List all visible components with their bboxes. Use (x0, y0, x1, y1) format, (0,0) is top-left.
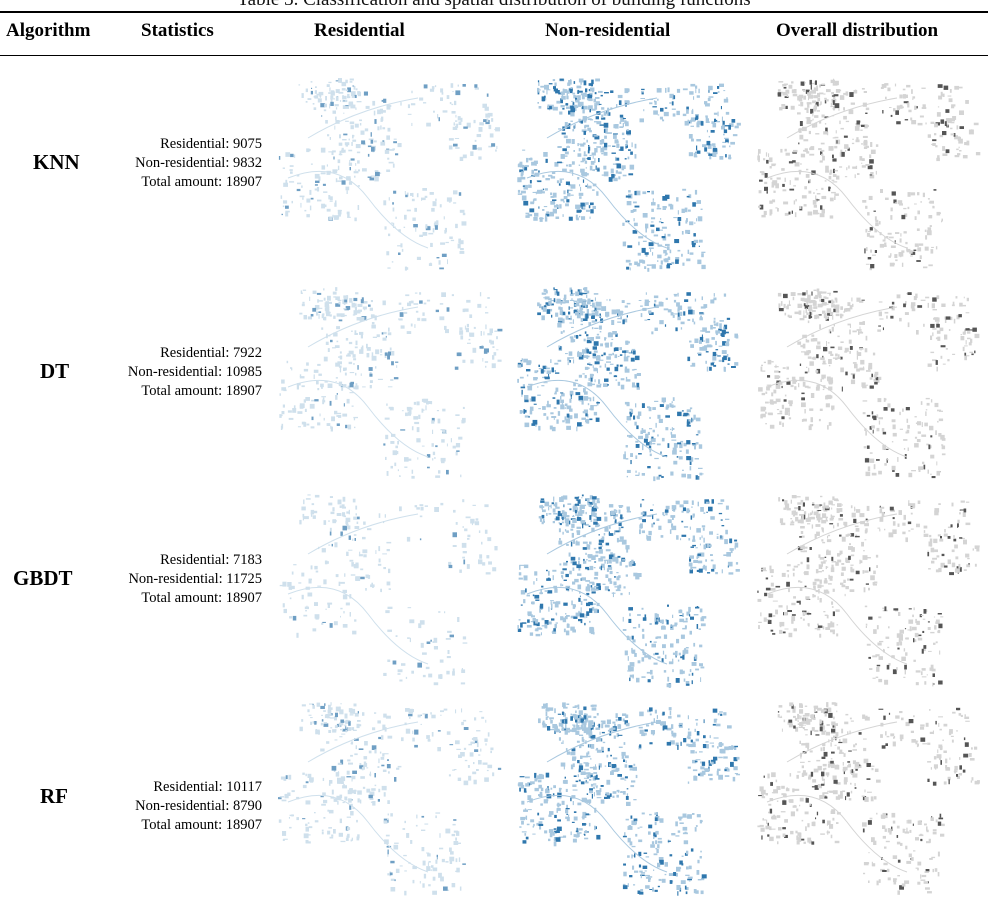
nonresidential-map (517, 494, 747, 689)
algorithm-name: GBDT (13, 566, 73, 590)
residential-map (278, 287, 508, 482)
table-row: GBDT Residential: 7183 Non-residential: 11… (0, 494, 988, 694)
header-statistics: Statistics (141, 20, 214, 41)
stat-nonresidential: Non-residential: 9832 (135, 155, 262, 171)
stat-nonresidential: Non-residential: 8790 (135, 798, 262, 814)
header-nonresidential: Non-residential (545, 20, 671, 41)
stat-total: Total amount: 18907 (141, 383, 262, 399)
stat-total: Total amount: 18907 (141, 590, 262, 606)
table-row: RF Residential: 10117 Non-residential: 879… (0, 702, 988, 902)
statistics-cell: Residential: 9075 Non-residential: 9832 To… (135, 135, 262, 192)
stat-residential: Residential: 7183 (160, 552, 262, 568)
algorithm-name: KNN (33, 150, 80, 174)
statistics-cell: Residential: 7183 Non-residential: 11725 T… (128, 551, 262, 608)
table-row: DT Residential: 7922 Non-residential: 1098… (0, 287, 988, 487)
stat-total: Total amount: 18907 (141, 174, 262, 190)
statistics-cell: Residential: 7922 Non-residential: 10985 T… (128, 344, 262, 401)
header-overall: Overall distribution (776, 20, 939, 41)
table-caption: Table 3. Classification and spatial dist… (0, 0, 988, 9)
algorithm-name: RF (40, 784, 68, 808)
stat-residential: Residential: 7922 (160, 345, 262, 361)
algorithm-name: DT (40, 359, 70, 383)
residential-map (278, 494, 508, 689)
nonresidential-map (517, 702, 747, 897)
stat-total: Total amount: 18907 (141, 817, 262, 833)
overall-distribution-map (757, 78, 987, 273)
residential-map (278, 78, 508, 273)
stat-nonresidential: Non-residential: 10985 (127, 364, 262, 380)
stat-residential: Residential: 10117 (153, 779, 262, 795)
residential-map (278, 702, 508, 897)
stat-residential: Residential: 9075 (160, 136, 262, 152)
statistics-cell: Residential: 10117 Non-residential: 8790 T… (135, 778, 262, 835)
nonresidential-map (517, 287, 747, 482)
overall-distribution-map (757, 494, 987, 689)
overall-distribution-map (757, 702, 987, 897)
nonresidential-map (517, 78, 747, 273)
header-residential: Residential (314, 20, 405, 41)
stat-nonresidential: Non-residential: 11725 (128, 571, 262, 587)
top-rule (0, 11, 988, 13)
header-rule (0, 55, 988, 56)
table-row: KNN Residential: 9075 Non-residential: 983… (0, 78, 988, 278)
header-algorithm: Algorithm (6, 20, 91, 41)
overall-distribution-map (757, 287, 987, 482)
